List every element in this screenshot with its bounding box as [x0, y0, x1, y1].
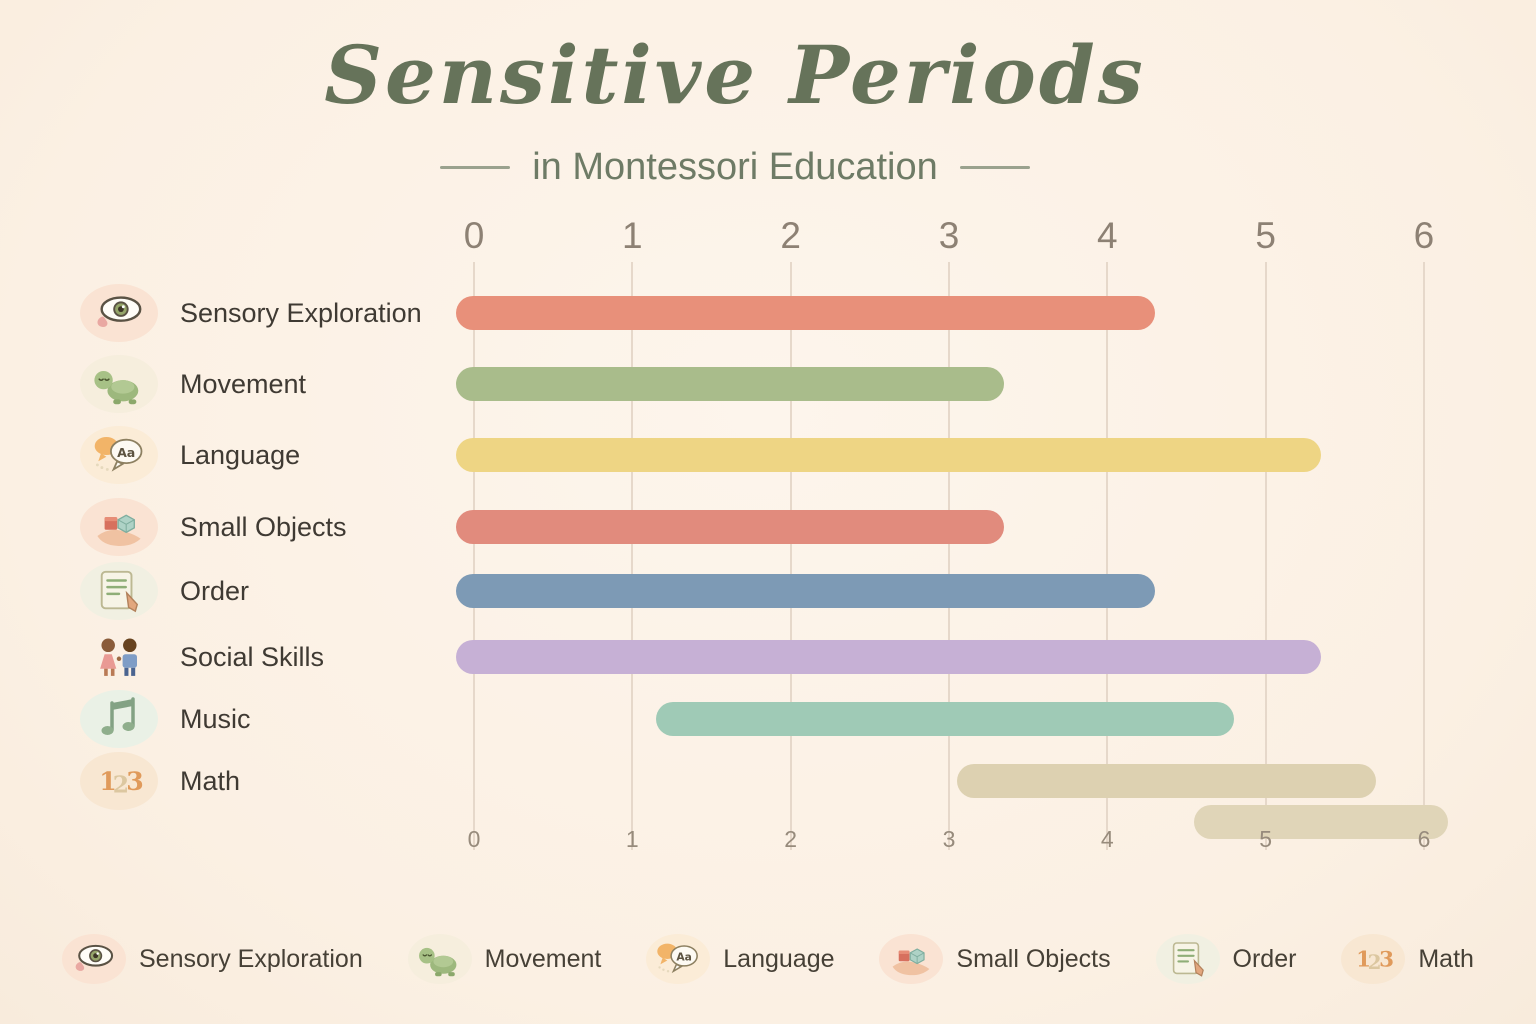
category-label-language: Language: [180, 440, 301, 470]
speech-bubbles-icon: Aa: [80, 426, 158, 484]
x-axis-tick-top: 2: [780, 215, 801, 256]
eye-icon: [62, 934, 126, 984]
gridline-3: [947, 262, 950, 850]
gridline-4: [1106, 262, 1109, 850]
poster-title: Sensitive Periods: [324, 28, 1146, 122]
category-label-math: Math: [180, 766, 241, 796]
bar-unlabeled: [1194, 805, 1448, 839]
bar-sensory-exploration: [456, 296, 1155, 330]
gridline-2: [789, 262, 792, 850]
svg-text:1: 1: [99, 766, 117, 796]
svg-text:2: 2: [113, 771, 129, 799]
svg-text:Aa: Aa: [117, 445, 135, 460]
x-axis-tick-bottom: 5: [1259, 826, 1273, 852]
svg-text:2: 2: [1368, 950, 1382, 974]
legend-label-math: Math: [1418, 944, 1474, 973]
checklist-icon: [1155, 934, 1220, 984]
bar-music: [656, 702, 1234, 736]
legend-item-small-objects: Small Objects: [879, 934, 1111, 984]
gridline-0: [473, 262, 475, 850]
crawling-baby-icon: [80, 355, 158, 413]
gridline-1: [631, 262, 634, 850]
category-label-small-objects: Small Objects: [180, 512, 347, 542]
svg-text:3: 3: [1379, 948, 1394, 973]
poster-subtitle: in Montessori Education: [532, 146, 938, 188]
svg-text:Aa: Aa: [677, 951, 693, 964]
crawling-baby-icon: [407, 934, 472, 984]
x-axis-tick-top: 3: [938, 215, 960, 256]
x-axis-tick-bottom: 0: [467, 826, 481, 852]
legend-item-math: 1 2 3 Math: [1341, 934, 1474, 984]
bar-order: [456, 574, 1155, 608]
legend-item-movement: Movement: [407, 934, 602, 984]
x-axis-tick-bottom: 3: [942, 826, 956, 852]
svg-text:1: 1: [1356, 948, 1371, 973]
legend-label-language: Language: [723, 944, 835, 973]
eye-icon: [80, 284, 158, 342]
category-label-social-skills: Social Skills: [180, 642, 325, 672]
legend-label-order: Order: [1232, 944, 1297, 973]
category-label-order: Order: [180, 576, 250, 606]
legend-item-language: Aa Language: [646, 934, 835, 984]
hand-with-blocks-icon: [879, 934, 944, 984]
x-axis-tick-bottom: 6: [1417, 826, 1431, 852]
x-axis-tick-top: 4: [1097, 215, 1118, 256]
x-axis-tick-top: 0: [463, 215, 485, 256]
poster-subtitle-row: in Montessori Education: [0, 146, 1470, 189]
x-axis-tick-bottom: 1: [625, 826, 639, 852]
checklist-icon: [80, 562, 158, 620]
gridline-6: [1422, 262, 1425, 850]
music-note-icon: [80, 690, 158, 748]
svg-text:3: 3: [126, 766, 144, 796]
x-axis-tick-top: 6: [1413, 215, 1435, 256]
legend-label-sensory-exploration: Sensory Exploration: [139, 944, 363, 973]
legend-label-movement: Movement: [484, 944, 602, 973]
category-label-movement: Movement: [180, 369, 307, 399]
legend-item-sensory-exploration: Sensory Exploration: [62, 934, 363, 984]
x-axis-tick-top: 5: [1255, 215, 1276, 256]
category-label-sensory-exploration: Sensory Exploration: [180, 298, 422, 328]
subtitle-dash-left: [440, 166, 511, 169]
children-icon: [80, 628, 158, 686]
bar-language: [456, 438, 1322, 472]
speech-bubbles-icon: Aa: [646, 934, 711, 984]
legend: Sensory Exploration Movement Aa Language Sma…: [0, 934, 1536, 984]
bar-social-skills: [456, 640, 1322, 674]
legend-item-order: Order: [1155, 934, 1297, 984]
x-axis-tick-bottom: 4: [1100, 826, 1114, 852]
subtitle-dash-right: [959, 166, 1030, 169]
gridline-5: [1264, 262, 1267, 850]
bar-math: [956, 764, 1377, 798]
category-label-music: Music: [180, 704, 251, 734]
hand-with-blocks-icon: [80, 498, 158, 556]
x-axis-tick-top: 1: [622, 215, 643, 256]
x-axis-tick-bottom: 2: [784, 826, 798, 852]
bar-movement: [456, 367, 1005, 401]
legend-label-small-objects: Small Objects: [956, 944, 1111, 973]
bar-small-objects: [456, 510, 1005, 544]
